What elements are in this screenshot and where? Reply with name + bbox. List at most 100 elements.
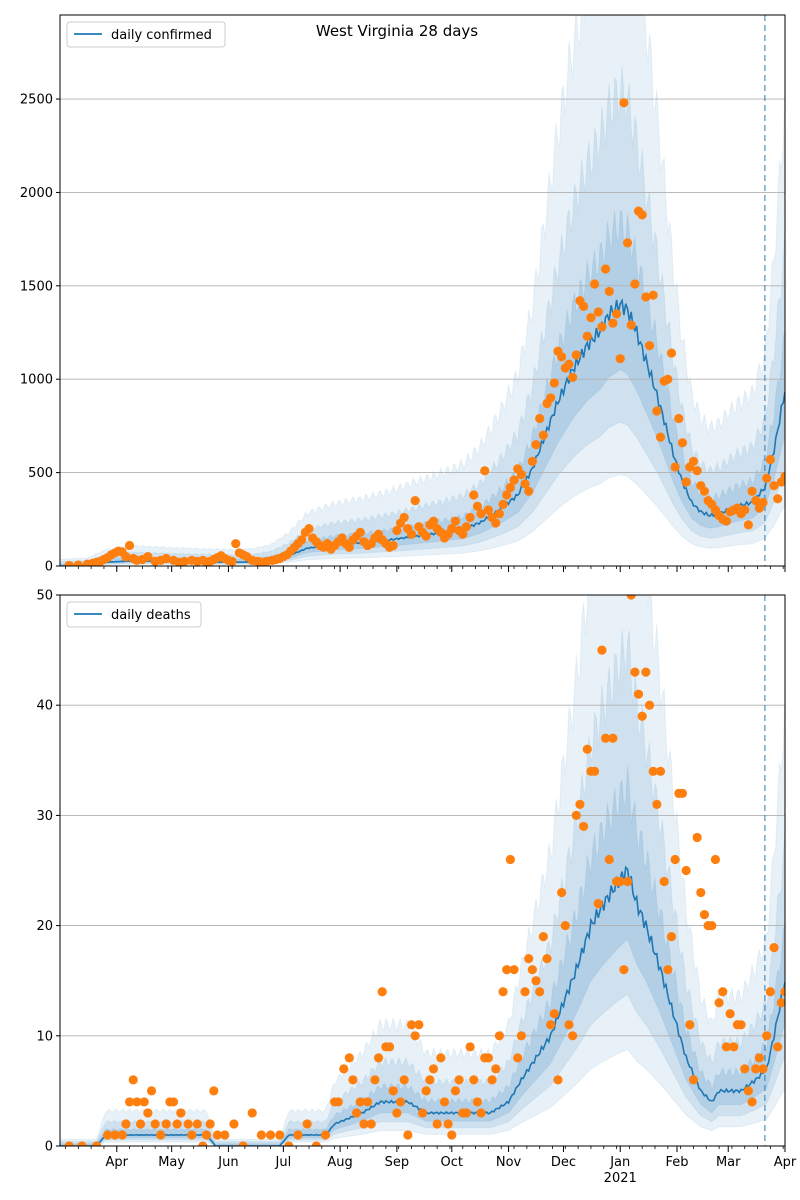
y-tick-label: 1500 <box>20 279 53 294</box>
data-point <box>265 1130 276 1140</box>
data-point <box>535 987 545 997</box>
y-tick-label: 10 <box>36 1029 53 1044</box>
data-point <box>498 987 508 997</box>
data-point <box>571 810 581 821</box>
data-point <box>648 290 658 300</box>
data-point <box>491 1064 501 1074</box>
data-point <box>168 1097 179 1107</box>
data-point <box>641 667 651 677</box>
data-point <box>73 560 83 566</box>
data-point <box>348 1075 358 1085</box>
data-point <box>192 1119 202 1129</box>
data-point <box>256 1130 266 1140</box>
data-point <box>359 1119 369 1129</box>
x-tick-label: Oct <box>441 1155 463 1170</box>
data-point <box>655 766 666 776</box>
x-tick-label: Apr <box>106 1155 129 1170</box>
data-point <box>696 887 706 898</box>
y-tick-label: 2000 <box>20 186 53 201</box>
data-point <box>103 1130 113 1140</box>
data-point <box>659 876 669 887</box>
data-point <box>502 490 512 500</box>
data-point <box>304 524 314 534</box>
data-point <box>161 553 171 564</box>
data-point <box>275 1130 285 1140</box>
data-point <box>633 689 644 699</box>
data-point <box>238 1141 248 1146</box>
data-point <box>692 466 702 476</box>
data-point <box>388 1086 398 1096</box>
data-point <box>776 998 785 1008</box>
data-point <box>388 540 398 551</box>
data-point <box>593 307 603 317</box>
data-point <box>769 943 779 953</box>
data-point <box>110 1130 120 1140</box>
data-point <box>740 1064 750 1074</box>
data-point <box>187 1130 197 1140</box>
data-point <box>600 733 611 743</box>
confirmed-chart-panel: West Virginia 28 days 0 500 1000 1500 2000 25… <box>20 14 786 575</box>
data-point <box>524 954 534 964</box>
data-point <box>780 471 785 481</box>
data-point <box>622 876 633 887</box>
data-point <box>626 320 636 330</box>
data-point <box>373 1053 384 1063</box>
data-point <box>597 322 607 332</box>
year-label: 2021 <box>604 1171 637 1186</box>
data-point <box>681 477 691 487</box>
data-point <box>718 987 728 997</box>
data-point <box>432 1119 442 1129</box>
x-tick-label: Dec <box>551 1155 576 1170</box>
data-point <box>436 1053 446 1063</box>
data-point <box>117 1130 127 1140</box>
data-point <box>721 1042 732 1052</box>
data-point <box>406 529 417 539</box>
data-point <box>568 372 578 382</box>
x-tick-label: Jul <box>275 1155 292 1170</box>
data-point <box>483 505 494 515</box>
data-point <box>593 898 603 909</box>
data-point <box>652 406 662 416</box>
data-point <box>132 1097 142 1107</box>
data-point <box>773 1042 783 1052</box>
data-point <box>293 1130 303 1140</box>
data-point <box>644 341 655 351</box>
data-point <box>579 301 589 311</box>
x-tick-label: Sep <box>385 1155 410 1170</box>
data-point <box>220 1130 230 1140</box>
data-point <box>247 1108 257 1118</box>
data-point <box>699 909 710 920</box>
data-point <box>209 1086 219 1096</box>
data-point <box>284 1141 294 1146</box>
data-point <box>564 359 574 369</box>
data-point <box>560 921 570 931</box>
data-point <box>461 1108 472 1118</box>
data-point <box>527 456 537 467</box>
y-tick-label: 2500 <box>20 93 53 108</box>
data-point <box>377 987 387 997</box>
data-point <box>648 766 658 776</box>
x-tick-label: Apr <box>774 1155 797 1170</box>
data-point <box>527 965 537 975</box>
data-point <box>450 516 461 526</box>
data-point <box>414 1020 424 1030</box>
data-point <box>542 954 552 964</box>
data-point <box>611 309 622 319</box>
data-point <box>172 1119 182 1129</box>
data-point <box>333 1097 343 1107</box>
data-point <box>666 348 677 358</box>
data-point <box>447 524 457 534</box>
data-point <box>619 965 629 975</box>
data-point <box>176 1108 186 1118</box>
legend: daily confirmed <box>66 21 226 48</box>
data-point <box>476 509 486 519</box>
uncertainty-band-1 <box>60 15 785 566</box>
data-point <box>674 413 684 424</box>
data-point <box>421 1086 431 1096</box>
legend-label: daily confirmed <box>111 28 212 43</box>
data-point <box>498 499 508 509</box>
data-point <box>410 1031 420 1041</box>
x-tick-label: May <box>158 1155 185 1170</box>
data-point <box>670 462 680 472</box>
